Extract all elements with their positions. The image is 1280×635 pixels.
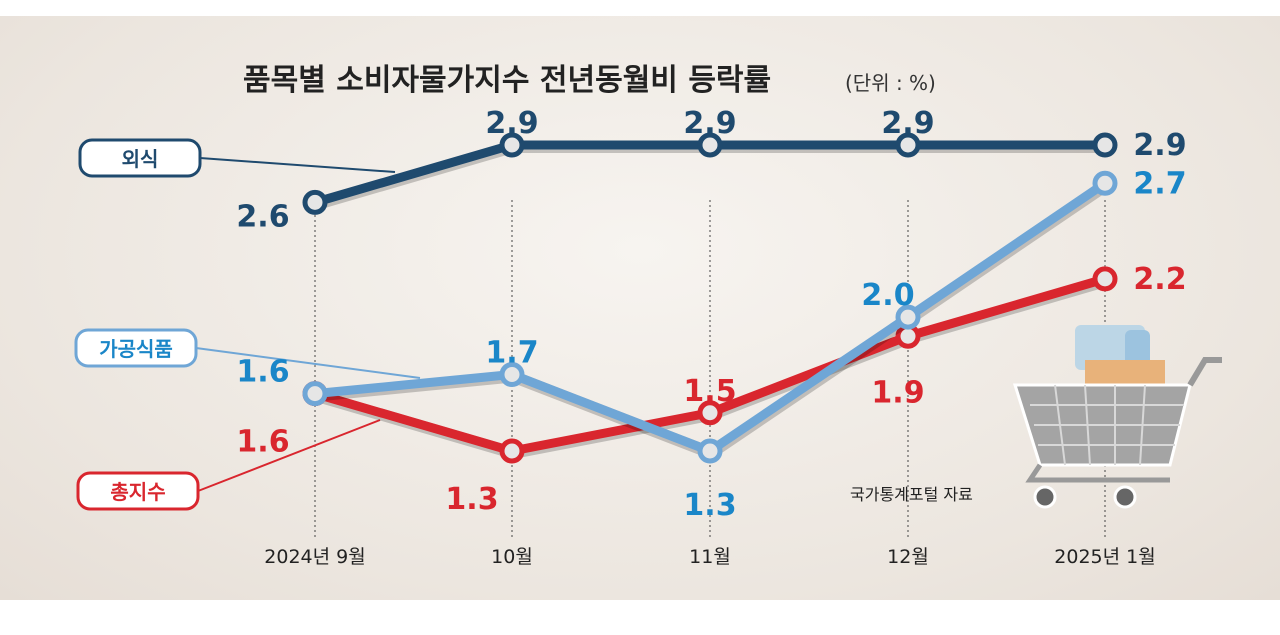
data-point [697, 438, 723, 464]
chart-title: 품목별 소비자물가지수 전년동월비 등락률 [243, 63, 771, 98]
legend-box [74, 328, 198, 368]
x-tick-label: 2025년 1월 [1054, 546, 1155, 568]
data-point [302, 381, 328, 407]
data-label: 1.3 [683, 488, 736, 523]
data-label: 2.6 [236, 199, 289, 234]
x-tick-label: 12월 [887, 546, 929, 568]
data-point [895, 304, 921, 330]
data-point [697, 132, 723, 158]
data-label: 2.7 [1133, 166, 1186, 201]
legend-leader-line [195, 347, 421, 379]
legend-leader-line [199, 157, 396, 173]
data-label: 2.9 [485, 106, 538, 141]
data-point [499, 132, 525, 158]
data-label: 1.6 [236, 425, 289, 460]
data-point [499, 362, 525, 387]
data-label: 1.7 [485, 336, 538, 371]
legend-box [76, 471, 200, 511]
data-label: 2.9 [1133, 128, 1186, 163]
data-label: 1.9 [871, 375, 924, 410]
x-tick-label: 2024년 9월 [264, 546, 365, 568]
data-label: 2.9 [683, 106, 736, 141]
legend-leader-line [197, 419, 381, 492]
data-point [895, 132, 921, 158]
shopping-cart-icon [1012, 325, 1222, 509]
data-label: 2.0 [861, 278, 914, 313]
legend-label: 외식 [122, 147, 159, 171]
data-point [302, 189, 328, 215]
legend-box [78, 138, 202, 178]
x-tick-label: 11월 [689, 546, 731, 568]
data-label: 2.2 [1133, 262, 1186, 297]
x-tick-label: 10월 [491, 546, 533, 568]
chart-background [0, 16, 1280, 600]
data-point [1092, 170, 1118, 196]
data-label: 1.3 [445, 482, 498, 517]
chart-unit: (단위 : %) [845, 71, 936, 95]
data-point [499, 438, 525, 464]
legend-label: 총지수 [110, 480, 165, 504]
data-label: 1.5 [683, 374, 736, 409]
data-label: 2.9 [881, 106, 934, 141]
data-point [1092, 266, 1118, 292]
source-note: 국가통계포털 자료 [850, 485, 973, 504]
data-label: 1.6 [236, 355, 289, 390]
legend-label: 가공식품 [99, 337, 173, 361]
data-point [697, 400, 723, 426]
data-point [1092, 132, 1118, 158]
